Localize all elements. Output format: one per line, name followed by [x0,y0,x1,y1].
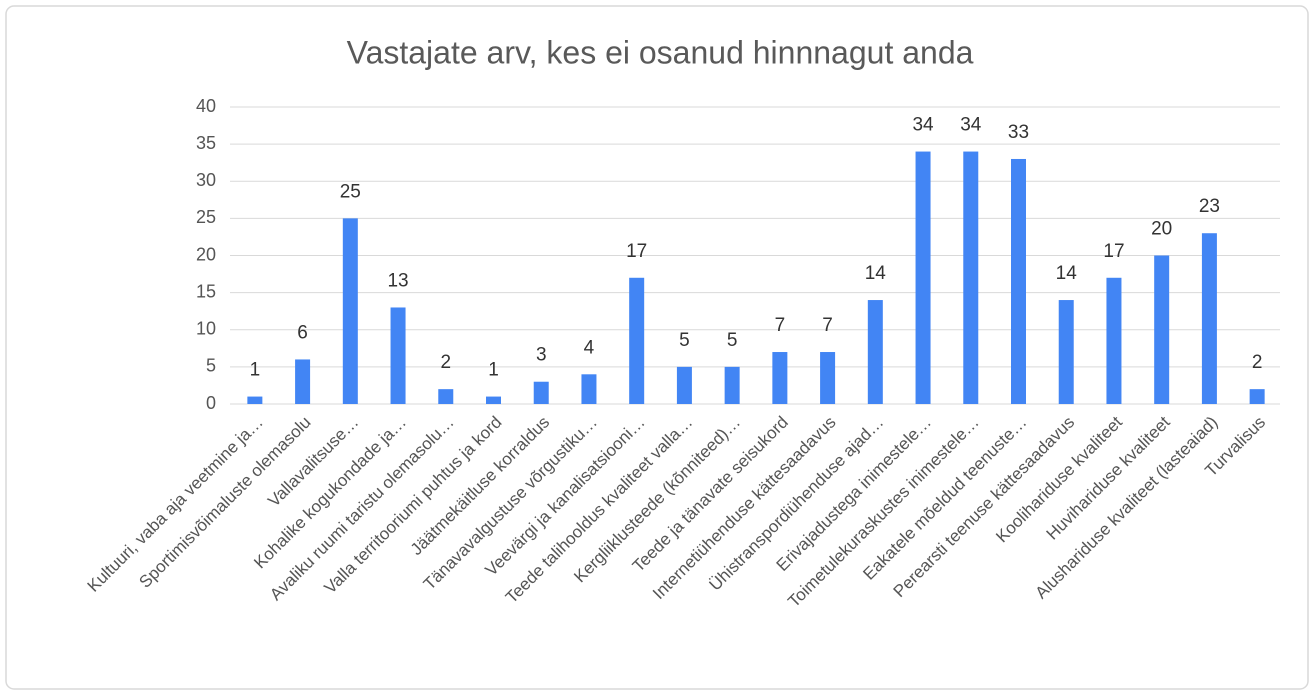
data-label: 14 [865,263,887,284]
data-label: 13 [387,270,408,291]
data-label: 7 [822,315,833,336]
bar [772,352,788,404]
bar [1249,389,1265,404]
data-label: 1 [250,360,261,381]
bar [390,307,406,404]
data-label: 5 [679,330,690,351]
data-label: 14 [1056,263,1078,284]
data-label: 17 [626,241,647,262]
bar [581,374,597,404]
data-label: 34 [912,115,934,136]
data-label: 17 [1103,241,1124,262]
y-tick-label: 20 [196,244,216,264]
y-tick-label: 10 [196,319,216,339]
bar [724,366,740,404]
bar [867,300,883,404]
bar [1058,300,1074,404]
bar [1011,158,1026,404]
y-tick-label: 30 [196,170,216,190]
data-label: 34 [960,115,982,136]
y-tick-label: 25 [196,207,216,227]
bar [629,277,645,404]
data-label: 5 [727,330,738,351]
data-label: 4 [584,337,595,358]
data-label: 33 [1008,122,1029,143]
bar [342,218,358,404]
data-label: 1 [488,360,499,381]
bar [438,389,454,404]
bar [1201,233,1217,404]
y-tick-label: 5 [206,356,216,376]
data-label: 3 [536,345,547,366]
data-label: 2 [1252,352,1263,373]
y-tick-label: 35 [196,133,216,153]
data-label: 20 [1151,219,1172,240]
bar [486,396,501,404]
bar [820,352,836,404]
bar [676,366,692,404]
bar [295,359,311,404]
bar [1106,277,1122,404]
y-tick-label: 0 [206,393,216,413]
y-tick-label: 15 [196,281,216,301]
data-label: 25 [340,181,361,202]
y-tick-label: 40 [196,96,216,116]
data-label: 6 [297,322,308,343]
data-label: 7 [775,315,786,336]
chart-title: Vastajate arv, kes ei osanud hinnnagut a… [347,34,974,70]
chart-frame [5,5,1309,690]
bar [1154,255,1170,404]
bar [963,151,979,404]
data-label: 23 [1199,196,1220,217]
data-label: 2 [440,352,451,373]
bar [247,396,263,404]
bar [533,381,549,404]
bar [915,151,931,404]
